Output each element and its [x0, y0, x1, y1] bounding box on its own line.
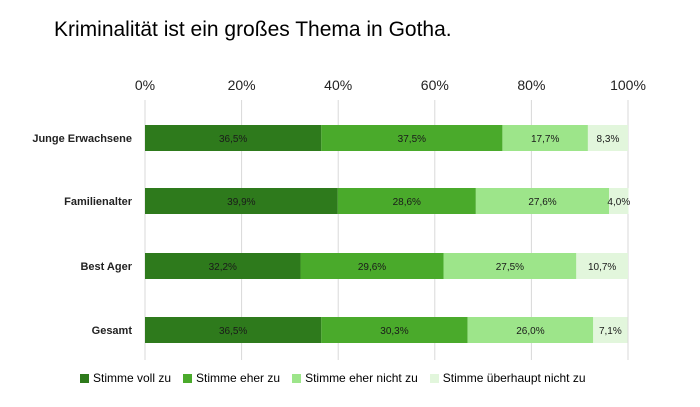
x-tick-label: 20%: [228, 77, 256, 93]
legend-label: Stimme eher nicht zu: [305, 371, 418, 385]
data-label: 30,3%: [380, 326, 408, 337]
data-label: 39,9%: [227, 197, 255, 208]
bar-segment: [443, 253, 577, 279]
bar-segment: [321, 317, 468, 343]
legend-item: Stimme überhaupt nicht zu: [429, 371, 586, 385]
x-tick-label: 40%: [324, 77, 352, 93]
data-label: 10,7%: [588, 262, 616, 273]
legend-swatch: [292, 373, 302, 383]
data-label: 36,5%: [219, 134, 247, 145]
bar-segment: [467, 317, 594, 343]
bar-segment: [145, 125, 322, 151]
data-label: 32,2%: [209, 262, 237, 273]
legend-swatch: [429, 373, 439, 383]
bar-segment: [337, 188, 476, 214]
data-label: 7,1%: [599, 326, 622, 337]
data-label: 29,6%: [358, 262, 386, 273]
category-label: Best Ager: [80, 261, 132, 273]
bar-segment: [145, 253, 301, 279]
bar-segment: [145, 188, 338, 214]
bar-segment: [145, 317, 322, 343]
bar-segment: [593, 317, 628, 343]
data-label: 37,5%: [398, 134, 426, 145]
bar-segment: [300, 253, 444, 279]
data-label: 4,0%: [607, 197, 630, 208]
legend-label: Stimme eher zu: [196, 371, 281, 385]
bar-segment: [475, 188, 610, 214]
category-label: Junge Erwachsene: [32, 133, 132, 145]
data-label: 36,5%: [219, 326, 247, 337]
data-label: 27,6%: [528, 197, 556, 208]
legend-item: Stimme eher zu: [183, 371, 280, 385]
bar-segment: [321, 125, 503, 151]
legend-item: Stimme eher nicht zu: [292, 371, 418, 385]
x-tick-label: 0%: [135, 77, 155, 93]
x-tick-label: 80%: [517, 77, 545, 93]
legend-item: Stimme voll zu: [80, 371, 171, 385]
bar-segment: [576, 253, 628, 279]
bar-segment: [609, 188, 629, 214]
data-label: 8,3%: [597, 134, 620, 145]
data-label: 28,6%: [393, 197, 421, 208]
legend-swatch: [80, 373, 89, 383]
category-label: Gesamt: [92, 325, 133, 337]
data-label: 27,5%: [496, 262, 524, 273]
x-tick-label: 100%: [610, 77, 646, 93]
bar-segment: [587, 125, 628, 151]
chart-legend: Stimme voll zu Stimme eher zu Stimme eher …: [80, 371, 586, 385]
chart-title: Kriminalität ist ein großes Thema in Got…: [54, 18, 452, 41]
data-label: 26,0%: [516, 326, 544, 337]
data-label: 17,7%: [531, 134, 559, 145]
legend-label: Stimme voll zu: [93, 371, 172, 385]
legend-swatch: [183, 373, 193, 383]
category-label: Familienalter: [64, 196, 133, 208]
bar-segment: [502, 125, 588, 151]
legend-label: Stimme überhaupt nicht zu: [442, 371, 586, 385]
x-tick-label: 60%: [421, 77, 449, 93]
